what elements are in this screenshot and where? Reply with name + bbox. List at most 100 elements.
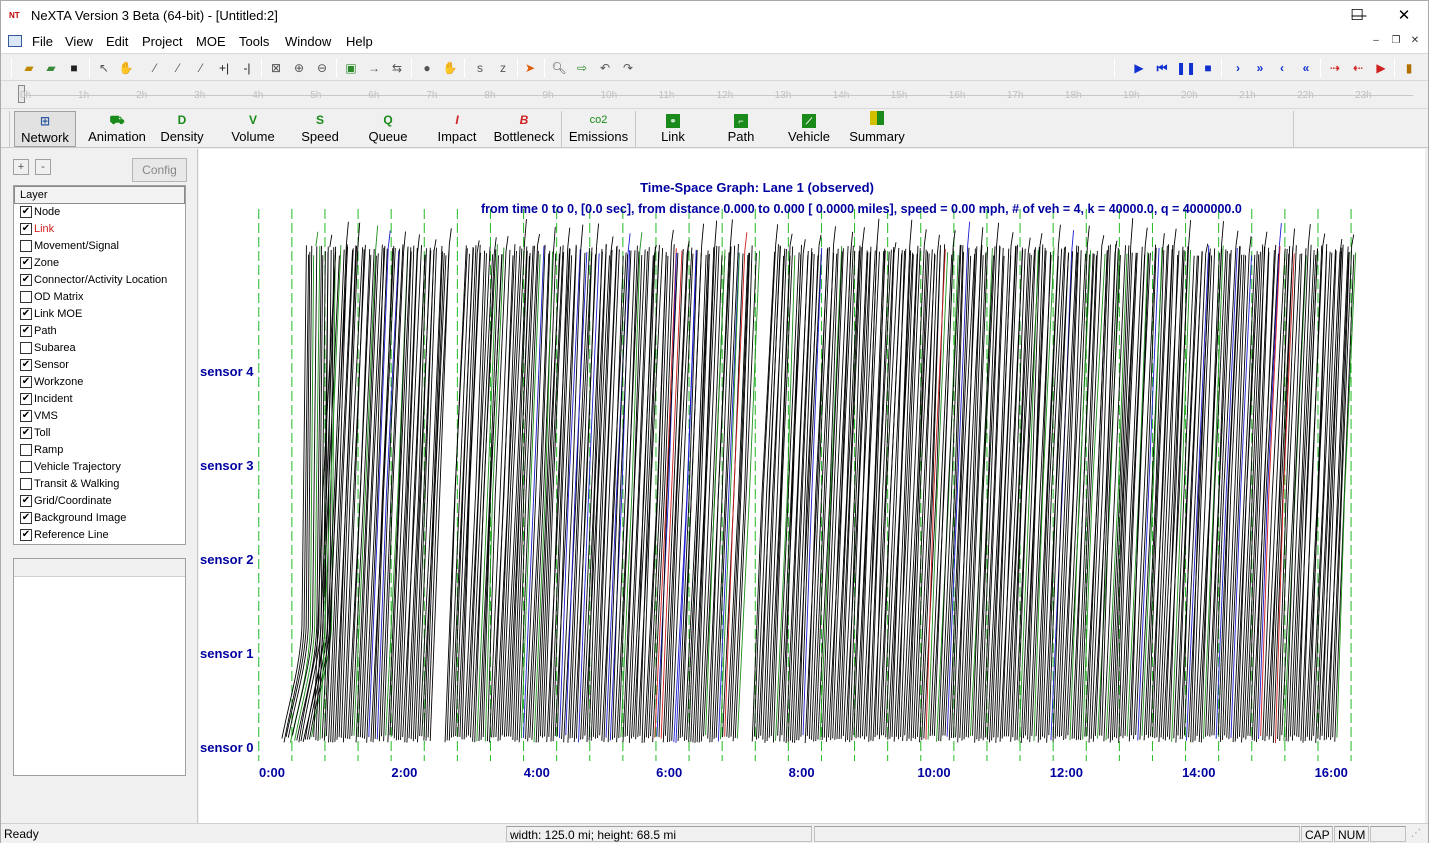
mode-speed-button[interactable]: S Speed: [295, 111, 345, 147]
fast-forward-icon[interactable]: »: [1256, 61, 1264, 75]
play-icon[interactable]: ▶: [1134, 61, 1144, 75]
layer-checkbox[interactable]: [20, 291, 32, 303]
mode-queue-button[interactable]: Q Queue: [363, 111, 413, 147]
ref-point-2-icon[interactable]: z: [500, 61, 506, 75]
menu-tools[interactable]: Tools: [239, 34, 270, 49]
mode-vehicle-button[interactable]: ⟋ Vehicle: [781, 111, 837, 147]
layer-item[interactable]: ✔ Zone: [14, 255, 185, 272]
menu-edit[interactable]: Edit: [106, 34, 129, 49]
mode-animation-button[interactable]: ⛟ Animation: [83, 111, 151, 147]
timeline-slider[interactable]: 0h 1h 2h 3h 4h 5h 6h 7h 8h 9h 10h 11h 12h 13h 14h 15h 16…: [1, 82, 1428, 108]
create-link-icon[interactable]: ⁄: [153, 61, 156, 75]
step-back-icon[interactable]: ‹: [1280, 61, 1284, 75]
layer-checkbox[interactable]: ✔: [20, 376, 32, 388]
layer-checkbox[interactable]: [20, 240, 32, 252]
layer-checkbox[interactable]: [20, 478, 32, 490]
layer-checkbox[interactable]: [20, 444, 32, 456]
minimize-button[interactable]: —: [1351, 7, 1367, 24]
mode-impact-button[interactable]: I Impact: [431, 111, 483, 147]
redo-icon[interactable]: ↷: [622, 61, 634, 75]
layer-checkbox[interactable]: [20, 461, 32, 473]
layer-checkbox[interactable]: ✔: [20, 393, 32, 405]
ref-point-icon[interactable]: s: [477, 61, 483, 75]
layer-item[interactable]: ✔ Connector/Activity Location: [14, 272, 185, 289]
red-play-icon[interactable]: ▶: [1376, 61, 1386, 75]
stop-icon[interactable]: ■: [1204, 61, 1212, 75]
layer-item[interactable]: ✔ Link: [14, 221, 185, 238]
layer-item[interactable]: Vehicle Trajectory: [14, 459, 185, 476]
layer-checkbox[interactable]: ✔: [20, 325, 32, 337]
layer-checkbox[interactable]: ✔: [20, 359, 32, 371]
mode-volume-button[interactable]: V Volume: [225, 111, 281, 147]
zoom-out-icon[interactable]: ⊖: [316, 61, 328, 75]
mdi-minimize-button[interactable]: –: [1373, 35, 1379, 46]
layer-checkbox[interactable]: ✔: [20, 410, 32, 422]
move-right-icon[interactable]: →: [368, 61, 380, 75]
document-icon[interactable]: [8, 35, 22, 47]
layer-item[interactable]: ✔ Grid/Coordinate: [14, 493, 185, 510]
resize-grip-icon[interactable]: ⋰: [1411, 828, 1421, 839]
timeline-thumb[interactable]: [18, 85, 25, 103]
layer-item[interactable]: Ramp: [14, 442, 185, 459]
red-step-forward-icon[interactable]: ⇢: [1329, 61, 1341, 75]
mode-density-button[interactable]: D Density: [158, 111, 206, 147]
menu-help[interactable]: Help: [346, 34, 373, 49]
export-icon[interactable]: ⇨: [576, 61, 588, 75]
close-button[interactable]: ✕: [1397, 7, 1411, 24]
mdi-close-button[interactable]: ✕: [1410, 35, 1420, 46]
layer-item[interactable]: ✔ Toll: [14, 425, 185, 442]
insert-icon[interactable]: +|: [218, 61, 230, 75]
pause-icon[interactable]: ❚❚: [1176, 61, 1197, 75]
layer-checkbox[interactable]: ✔: [20, 427, 32, 439]
fit-icon[interactable]: ⊠: [270, 61, 282, 75]
layer-checkbox[interactable]: ✔: [20, 512, 32, 524]
maximize-button[interactable]: ☐: [1350, 7, 1364, 24]
open-project-icon[interactable]: ▰: [46, 61, 56, 75]
layer-item[interactable]: ✔ Incident: [14, 391, 185, 408]
layer-item[interactable]: Transit & Walking: [14, 476, 185, 493]
remove-button[interactable]: -: [35, 159, 51, 175]
time-space-graph[interactable]: Time-Space Graph: Lane 1 (observed) from …: [199, 149, 1425, 823]
search-icon[interactable]: 🔍︎: [551, 61, 567, 75]
vertical-scrollbar[interactable]: [1425, 149, 1428, 823]
rewind-icon[interactable]: ⏮: [1156, 61, 1168, 75]
layer-item[interactable]: Movement/Signal: [14, 238, 185, 255]
layer-item[interactable]: OD Matrix: [14, 289, 185, 306]
bottleneck-icon[interactable]: ➤: [524, 61, 536, 75]
layer-checkbox[interactable]: ✔: [20, 206, 32, 218]
paint-icon[interactable]: ●: [423, 61, 431, 75]
menu-window[interactable]: Window: [285, 34, 332, 49]
fast-back-icon[interactable]: «: [1302, 61, 1310, 75]
layer-item[interactable]: ✔ Path: [14, 323, 185, 340]
layer-item[interactable]: ✔ Reference Line: [14, 527, 185, 544]
config-button[interactable]: Config: [132, 158, 187, 182]
layer-item[interactable]: ✔ Background Image: [14, 510, 185, 527]
red-step-back-icon[interactable]: ⇠: [1352, 61, 1364, 75]
pan-icon[interactable]: ✋: [118, 61, 134, 75]
mdi-restore-button[interactable]: ❐: [1391, 35, 1401, 46]
save-icon[interactable]: ■: [70, 61, 78, 75]
screenshot-icon[interactable]: ▣: [345, 61, 357, 75]
layer-item[interactable]: ✔ Sensor: [14, 357, 185, 374]
layer-checkbox[interactable]: [20, 342, 32, 354]
edit-icon[interactable]: ⁄: [199, 61, 202, 75]
layer-checkbox[interactable]: ✔: [20, 529, 32, 541]
mode-link-button[interactable]: ⚭ Link: [649, 111, 697, 147]
layer-checkbox[interactable]: ✔: [20, 308, 32, 320]
mode-path-button[interactable]: ⌐ Path: [717, 111, 765, 147]
hand-icon[interactable]: ✋: [442, 61, 458, 75]
mode-network-button[interactable]: ⊞ Network: [14, 111, 76, 147]
zoom-in-icon[interactable]: ⊕: [293, 61, 305, 75]
create-node-icon[interactable]: ⁄: [176, 61, 179, 75]
swap-icon[interactable]: ⇆: [391, 61, 403, 75]
menu-view[interactable]: View: [65, 34, 93, 49]
select-icon[interactable]: ↖: [98, 61, 110, 75]
layer-checkbox[interactable]: ✔: [20, 495, 32, 507]
layer-item[interactable]: ✔ Workzone: [14, 374, 185, 391]
layer-item[interactable]: ✔ Node: [14, 204, 185, 221]
layer-item[interactable]: ✔ Link MOE: [14, 306, 185, 323]
mode-bottleneck-button[interactable]: B Bottleneck: [491, 111, 557, 147]
mode-emissions-button[interactable]: co2 Emissions: [565, 111, 632, 147]
menu-file[interactable]: File: [32, 34, 53, 49]
layer-checkbox[interactable]: ✔: [20, 223, 32, 235]
